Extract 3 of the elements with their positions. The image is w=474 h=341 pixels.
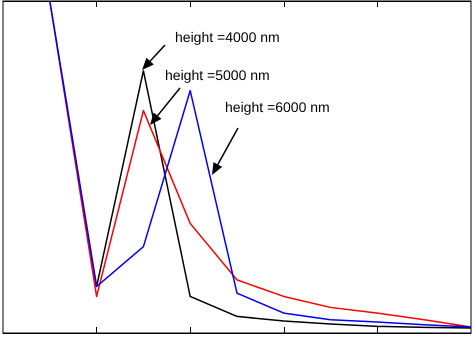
annotation: height =6000 nm xyxy=(225,99,330,115)
annotation: height =5000 nm xyxy=(165,67,270,83)
annotation: height =4000 nm xyxy=(175,29,280,45)
